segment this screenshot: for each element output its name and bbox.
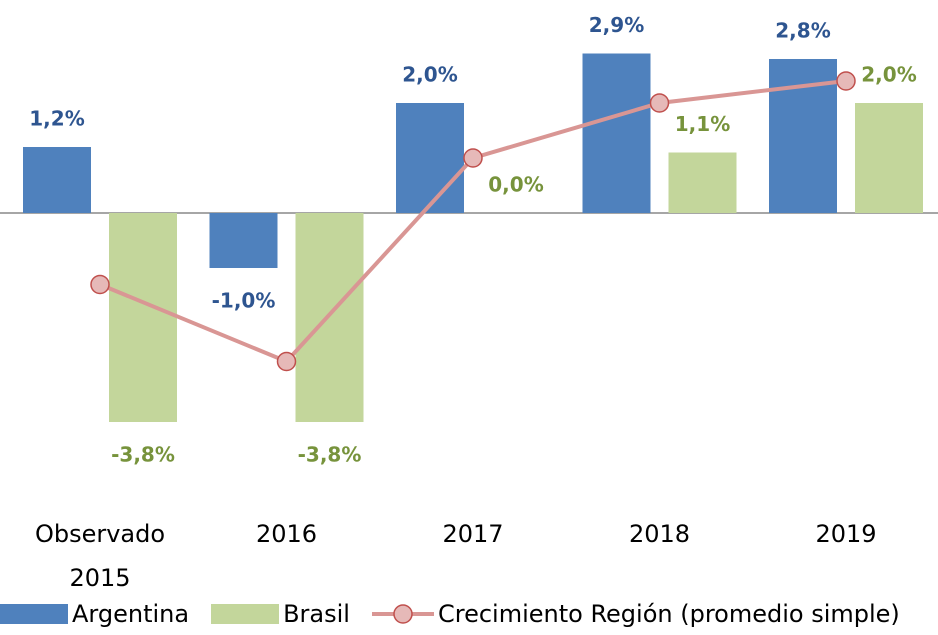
data-label: 2,0% (402, 63, 457, 87)
data-label: 2,0% (861, 63, 916, 87)
x-tick-label: 2019 (815, 520, 877, 548)
x-tick-label: Observado 2015 (34, 520, 166, 592)
legend-label: Crecimiento Región (promedio simple) (437, 600, 900, 628)
legend-swatch (211, 604, 280, 624)
bar (23, 147, 91, 213)
legend-item: Crecimiento Región (promedio simple) (371, 600, 900, 628)
bar (396, 103, 464, 213)
marker (836, 71, 856, 91)
bar (582, 53, 651, 213)
legend-marker (393, 604, 413, 624)
x-tick-label: 2018 (628, 520, 691, 548)
data-label: 0,0% (488, 173, 543, 197)
legend-label: Argentina (72, 600, 190, 628)
marker (276, 351, 297, 372)
legend-item: Argentina (0, 600, 189, 628)
marker (463, 148, 483, 168)
x-tick-label: 2017 (442, 520, 504, 548)
bar (668, 152, 737, 213)
data-label: 1,1% (675, 112, 730, 136)
bar (209, 213, 278, 268)
data-label: -3,8% (298, 443, 362, 467)
legend: Argentina Brasil Crecimiento Región (prome… (0, 596, 922, 632)
marker (90, 274, 110, 295)
legend-label: Brasil (283, 600, 350, 628)
x-tick-label: 2016 (255, 520, 318, 548)
data-label: 2,9% (589, 13, 644, 37)
legend-item: Brasil (211, 600, 350, 628)
data-label: -1,0% (212, 289, 276, 313)
marker (649, 93, 670, 113)
legend-swatch (0, 604, 68, 624)
data-label: -3,8% (111, 443, 175, 467)
bar (109, 213, 177, 422)
legend-swatch (371, 604, 434, 624)
data-label: 1,2% (29, 107, 84, 131)
bar (855, 103, 923, 213)
data-label: 2,8% (775, 19, 830, 43)
